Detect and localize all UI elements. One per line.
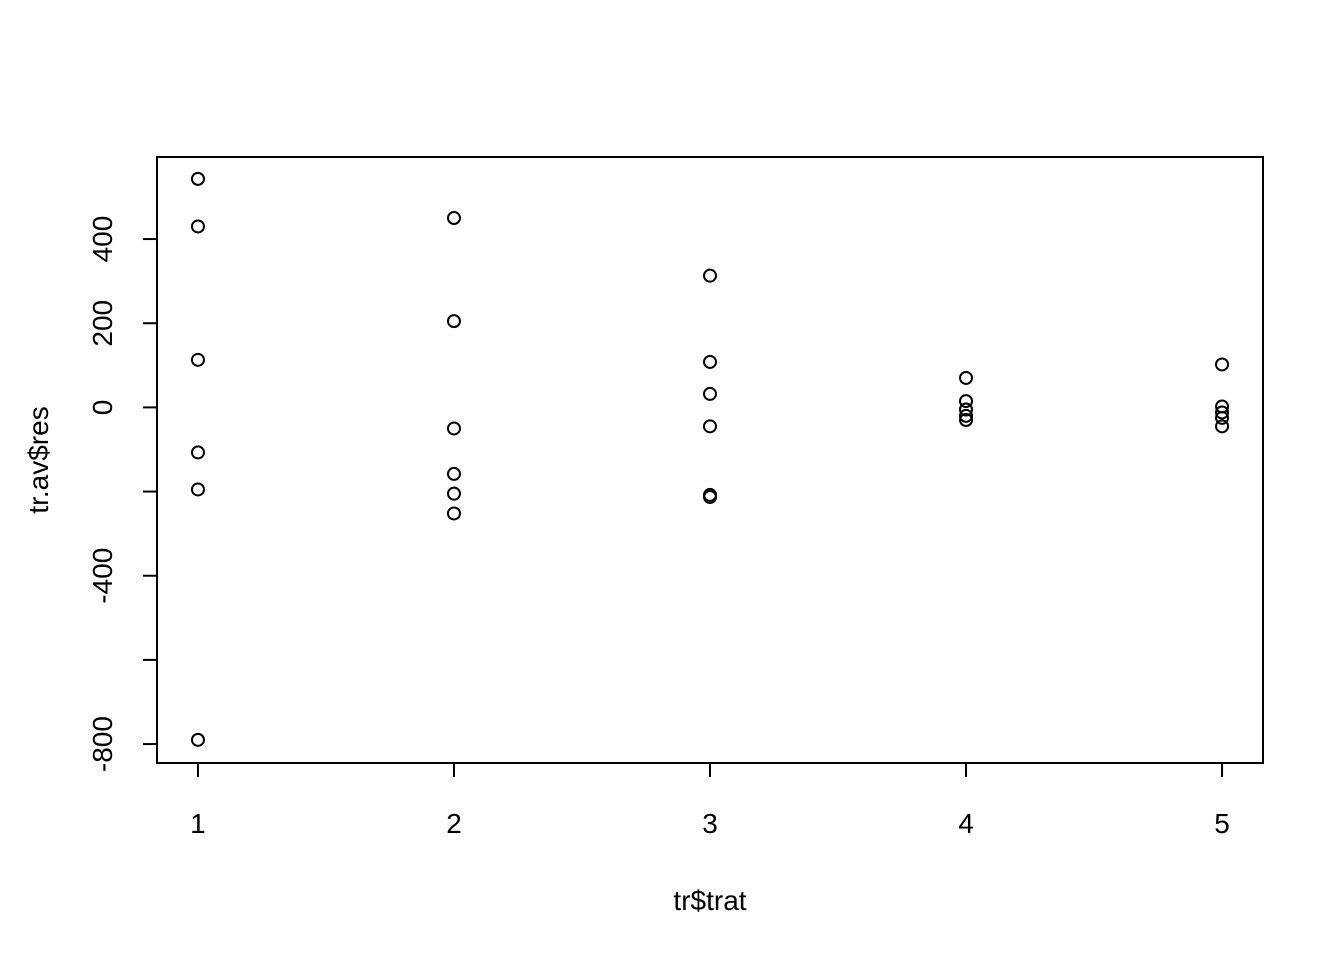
data-point (190, 445, 205, 460)
x-tick-label: 3 (702, 808, 718, 839)
data-point (190, 482, 205, 497)
y-tick-label: -800 (87, 716, 118, 772)
data-point (959, 408, 974, 423)
data-point (1215, 410, 1230, 425)
data-point (190, 352, 205, 367)
data-point (1215, 357, 1230, 372)
data-point (703, 354, 717, 369)
data-point (703, 268, 717, 283)
data-point (959, 402, 974, 417)
data-point (703, 419, 717, 434)
y-tick-label: 200 (87, 300, 118, 347)
x-tick-label: 5 (1214, 808, 1230, 839)
data-point (446, 506, 461, 521)
y-tick-label: 0 (87, 400, 118, 416)
data-point (959, 370, 974, 385)
data-point (190, 171, 205, 186)
data-point (446, 211, 461, 226)
data-point (703, 386, 717, 401)
x-tick-label: 2 (446, 808, 462, 839)
data-point (446, 421, 461, 436)
data-point (446, 466, 461, 481)
data-point (446, 486, 461, 501)
y-axis: -800 -400 0 200 400 (87, 216, 158, 772)
data-point (190, 219, 205, 234)
data-point (446, 314, 461, 329)
data-point (190, 732, 205, 747)
x-tick-label: 4 (958, 808, 974, 839)
data-point (959, 413, 974, 428)
data-point (959, 394, 974, 409)
y-axis-title: tr.av$res (23, 406, 54, 513)
data-points (190, 171, 1230, 747)
plot-frame (156, 156, 1264, 764)
x-tick-label: 1 (190, 808, 206, 839)
data-point (703, 490, 717, 505)
x-axis-title: tr$trat (673, 885, 746, 916)
data-point (1215, 405, 1230, 420)
y-tick-label: -400 (87, 548, 118, 604)
x-axis: 1 2 3 4 5 (190, 762, 1230, 839)
data-point (1215, 419, 1230, 434)
y-tick-label: 400 (87, 216, 118, 263)
